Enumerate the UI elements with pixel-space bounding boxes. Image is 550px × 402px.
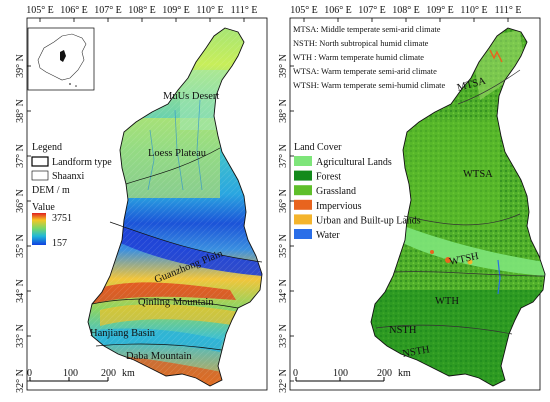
lon-tick-label: 108° E bbox=[392, 5, 420, 16]
lon-tick-label: 109° E bbox=[426, 5, 454, 16]
lon-tick-label: 105° E bbox=[290, 5, 318, 16]
left-legend: Legend Landform type Shaanxi DEM / m Val… bbox=[31, 142, 112, 249]
landform-boundary-qinling bbox=[91, 298, 239, 309]
right-scale-bar: 0 100 200 km bbox=[293, 368, 411, 382]
landcover-legend: Land Cover Agricultural Lands Forest Grass… bbox=[294, 142, 421, 241]
lon-tick-label: 108° E bbox=[128, 5, 156, 16]
landcover-label: Agricultural Lands bbox=[316, 157, 392, 168]
landform-boundary-hanjiang bbox=[95, 343, 223, 351]
legend-shaanxi-label: Shaanxi bbox=[52, 171, 84, 182]
scale-tick: 200 bbox=[101, 368, 116, 379]
lat-tick-label: 36° N bbox=[278, 189, 289, 213]
left-panel: MuUs Desert Loess Plateau Guanzhong Plai… bbox=[26, 17, 268, 391]
climate-legend-item: NSTH: North subtropical humid climate bbox=[293, 39, 429, 48]
lat-tick-label: 33° N bbox=[15, 324, 26, 348]
landcover-swatch bbox=[294, 199, 312, 210]
climate-legend-item: MTSA: Middle temperate semi-arid climate bbox=[293, 25, 441, 34]
landcover-label: Water bbox=[316, 230, 340, 241]
legend-landform-label: Landform type bbox=[52, 157, 112, 168]
lat-tick-label: 38° N bbox=[15, 99, 26, 123]
region-label: Qinling Mountain bbox=[138, 297, 214, 308]
lon-tick-label: 109° E bbox=[162, 5, 190, 16]
landcover-swatch bbox=[294, 156, 312, 166]
landcover-swatch bbox=[294, 185, 312, 196]
scale-tick: 100 bbox=[63, 368, 78, 379]
climate-legend-item: WTSH: Warm temperate semi-humid climate bbox=[293, 81, 445, 90]
lat-tick-label: 39° N bbox=[15, 54, 26, 78]
zone-label: WTSA bbox=[463, 169, 493, 180]
lon-tick-label: 111° E bbox=[495, 5, 522, 16]
landform-swatch bbox=[31, 156, 49, 167]
scale-tick: 0 bbox=[27, 368, 32, 379]
lat-tick-label: 35° N bbox=[15, 234, 26, 258]
graticule: 105° E 106° E 107° E 108° E 109° E 110° E 111°… bbox=[15, 5, 521, 393]
lon-tick-label: 105° E bbox=[26, 5, 54, 16]
region-label: Loess Plateau bbox=[148, 148, 207, 159]
zone-boundary-nsth bbox=[375, 324, 513, 335]
region-label: Hanjiang Basin bbox=[90, 328, 156, 339]
lon-tick-label: 107° E bbox=[358, 5, 386, 16]
lat-tick-label: 33° N bbox=[278, 324, 289, 348]
lat-tick-label: 38° N bbox=[278, 99, 289, 123]
lon-tick-label: 107° E bbox=[94, 5, 122, 16]
lat-tick-label: 39° N bbox=[278, 54, 289, 78]
lat-tick-label: 32° N bbox=[15, 369, 26, 393]
landcover-swatch bbox=[294, 170, 312, 181]
lat-tick-label: 37° N bbox=[15, 144, 26, 168]
lat-tick-label: 34° N bbox=[15, 279, 26, 303]
dem-title: DEM / m bbox=[32, 185, 70, 196]
dem-colorbar bbox=[32, 213, 46, 245]
scale-tick: 0 bbox=[293, 368, 298, 379]
scale-unit: km bbox=[398, 368, 411, 379]
landcover-label: Impervious bbox=[316, 201, 362, 212]
lon-tick-label: 106° E bbox=[60, 5, 88, 16]
zone-boundary-wtsa bbox=[403, 213, 521, 226]
scale-unit: km bbox=[122, 368, 135, 379]
climate-legend: MTSA: Middle temperate semi-arid climate… bbox=[293, 25, 445, 90]
region-label: Daba Mountain bbox=[126, 351, 192, 362]
scale-tick: 100 bbox=[333, 368, 348, 379]
value-label: Value bbox=[32, 202, 55, 213]
landcover-title: Land Cover bbox=[294, 142, 342, 153]
landform-boundary-guanzhong bbox=[109, 221, 263, 263]
climate-legend-item: WTH : Warm temperate humid climate bbox=[293, 53, 424, 62]
left-scale-bar: 0 100 200 km bbox=[27, 368, 135, 382]
lon-tick-label: 111° E bbox=[231, 5, 258, 16]
zone-boundary-mtsa bbox=[457, 69, 521, 105]
climate-legend-item: WTSA: Warm temperate semi-arid climate bbox=[293, 67, 437, 76]
lat-tick-label: 32° N bbox=[278, 369, 289, 393]
landform-boundary-loess bbox=[125, 147, 221, 185]
zone-label: WTH bbox=[435, 296, 459, 307]
scale-tick: 200 bbox=[377, 368, 392, 379]
lat-tick-label: 34° N bbox=[278, 279, 289, 303]
lat-tick-label: 35° N bbox=[278, 234, 289, 258]
right-panel: MTSA WTSA WTSH WTH NSTH NSTH MTSA: Middl… bbox=[289, 17, 546, 391]
landcover-swatch bbox=[294, 214, 312, 225]
lon-tick-label: 110° E bbox=[460, 5, 487, 16]
lat-tick-label: 36° N bbox=[15, 189, 26, 213]
landcover-label: Grassland bbox=[316, 186, 356, 197]
landcover-label: Urban and Built-up Lands bbox=[316, 215, 421, 226]
lat-tick-label: 37° N bbox=[278, 144, 289, 168]
lon-tick-label: 110° E bbox=[196, 5, 223, 16]
lon-tick-label: 106° E bbox=[324, 5, 352, 16]
zone-label: NSTH bbox=[389, 325, 417, 336]
landcover-swatch bbox=[294, 229, 312, 239]
dem-min-label: 157 bbox=[52, 238, 67, 249]
landcover-label: Forest bbox=[316, 172, 341, 183]
region-label: MuUs Desert bbox=[163, 91, 219, 102]
zone-boundary-wtsh bbox=[394, 271, 546, 277]
shaanxi-swatch bbox=[31, 170, 49, 181]
china-inset-map bbox=[27, 27, 95, 91]
zone-label: NSTH bbox=[402, 344, 431, 360]
dem-max-label: 3751 bbox=[52, 213, 72, 224]
legend-title: Legend bbox=[32, 142, 62, 153]
